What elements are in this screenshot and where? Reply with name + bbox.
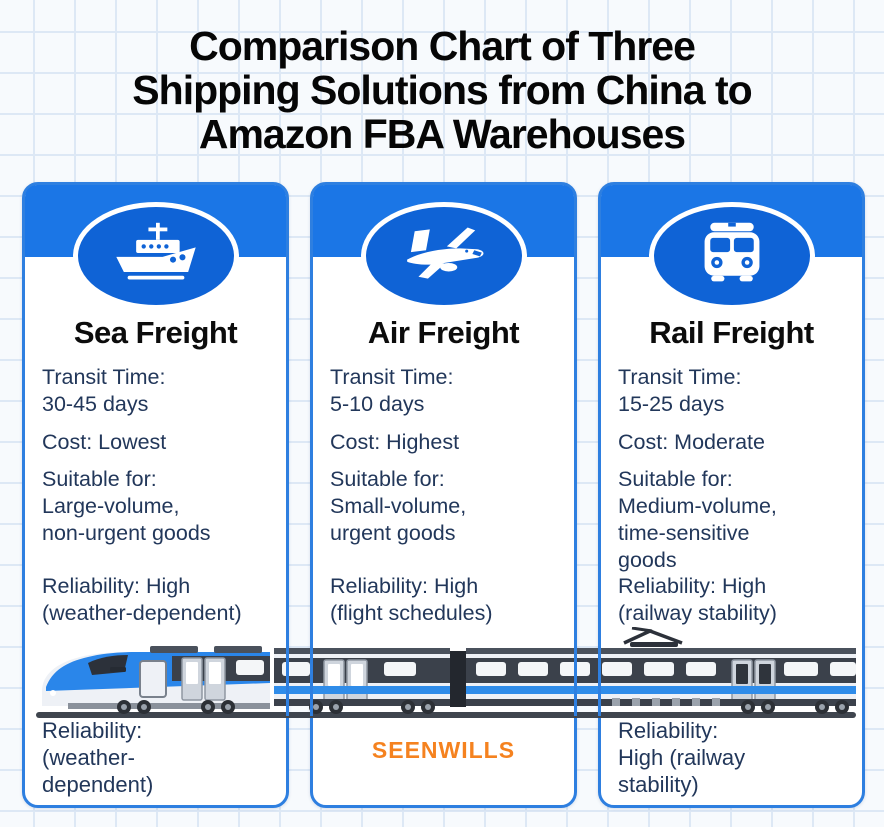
card-border-overlay xyxy=(574,630,577,716)
card-title: Sea Freight xyxy=(73,315,238,350)
icon-ellipse xyxy=(648,202,815,310)
suitable-for-text: Suitable for: Medium-volume, time-sensit… xyxy=(618,467,777,572)
reliability-text: Reliability: High (weather-dependent) xyxy=(42,574,242,625)
card-border-overlay xyxy=(310,630,313,716)
brand-wordmark: SEENWILLS xyxy=(371,737,516,763)
transit-time-text: Transit Time: 30-45 days xyxy=(42,365,166,416)
transit-time-text: Transit Time: 5-10 days xyxy=(330,365,454,416)
footer-reliability-text: Reliability: (weather- dependent) xyxy=(42,718,154,797)
card-title: Air Freight xyxy=(367,315,520,350)
icon-ellipse xyxy=(72,202,239,310)
card-border-overlay xyxy=(286,630,289,716)
transit-time-text: Transit Time: 15-25 days xyxy=(618,365,742,416)
footer-reliability-text: Reliability: High (railway stability) xyxy=(618,718,746,797)
train-front-icon xyxy=(680,218,784,295)
pantograph-icon xyxy=(623,626,683,647)
train-illustration xyxy=(32,626,860,721)
reliability-text: Reliability: High (flight schedules) xyxy=(330,574,493,625)
card-title: Rail Freight xyxy=(649,315,814,350)
suitable-for-text: Suitable for: Large-volume, non-urgent g… xyxy=(42,467,211,545)
icon-ellipse xyxy=(360,202,527,310)
cost-text: Cost: Lowest xyxy=(42,430,167,454)
page-title: Comparison Chart of Three Shipping Solut… xyxy=(132,23,752,157)
cost-text: Cost: Moderate xyxy=(618,430,765,454)
card-border-overlay xyxy=(598,630,601,716)
reliability-text: Reliability: High (railway stability) xyxy=(618,574,777,625)
airplane-icon xyxy=(392,218,496,295)
cost-text: Cost: Highest xyxy=(330,430,460,454)
suitable-for-text: Suitable for: Small-volume, urgent goods xyxy=(330,467,467,545)
card-border-overlay xyxy=(862,630,865,716)
cargo-ship-icon xyxy=(104,218,208,295)
